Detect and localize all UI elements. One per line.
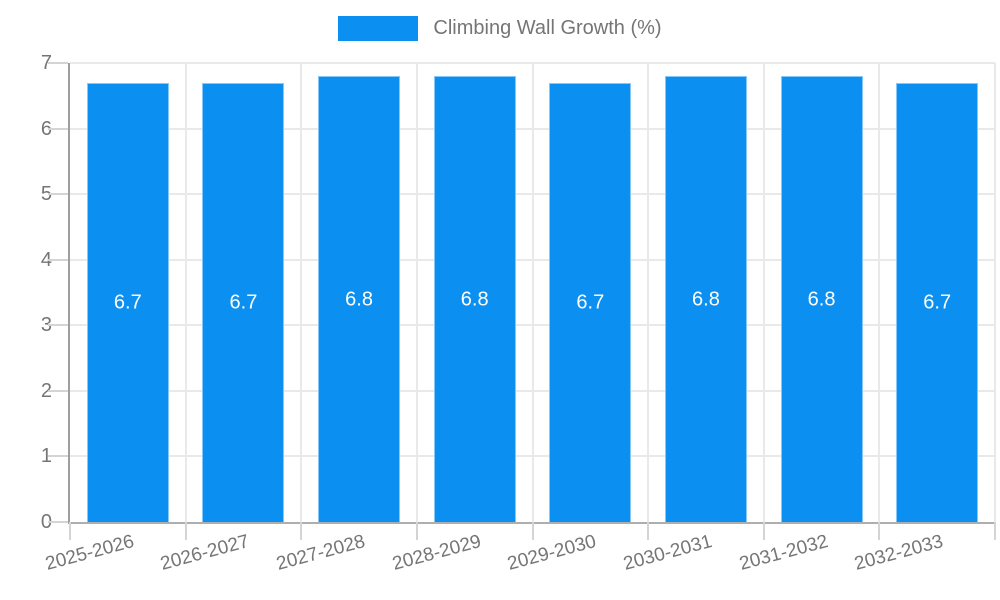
y-axis-labels: 0 1 2 3 4 5 6 7 [0, 52, 56, 533]
y-axis-label: 3 [40, 314, 52, 337]
y-axis-tick [48, 455, 68, 458]
y-axis-tick [48, 127, 68, 130]
x-axis-tick [69, 522, 71, 540]
bar-value-label: 6.8 [345, 288, 373, 311]
plot-area: 6.7 6.7 6.8 6.8 6.7 6.8 6.8 6.7 [48, 62, 996, 540]
x-axis-tick [300, 522, 303, 540]
x-axis-tick [994, 522, 996, 540]
y-axis-label: 1 [40, 445, 52, 468]
y-axis-label: 6 [40, 117, 52, 140]
bar-value-label: 6.8 [692, 288, 720, 311]
bar-value-label: 6.8 [807, 288, 836, 311]
bar-2032-2033[interactable]: 6.7 [896, 82, 979, 522]
legend-swatch [338, 16, 419, 41]
x-axis-tick [415, 522, 418, 540]
x-axis-label-2032-2033: 2032-2033 [852, 531, 946, 575]
gridline-vertical [994, 63, 996, 522]
y-axis-tick [48, 521, 68, 523]
y-axis-label: 5 [40, 183, 52, 206]
x-axis-label-2026-2027: 2026-2027 [158, 531, 252, 575]
gridline-vertical [300, 63, 303, 522]
bar-value-label: 6.7 [229, 291, 258, 314]
y-axis-tick [48, 193, 68, 196]
x-axis-label-2028-2029: 2028-2029 [389, 531, 484, 575]
bar-2030-2031[interactable]: 6.8 [664, 76, 747, 522]
x-axis-label-2030-2031: 2030-2031 [621, 531, 715, 575]
bar-value-label: 6.7 [923, 291, 952, 314]
x-axis-label-2027-2028: 2027-2028 [274, 531, 368, 575]
bar-value-label: 6.8 [460, 288, 489, 311]
x-axis-label-2029-2030: 2029-2030 [505, 531, 599, 575]
bar-value-label: 6.7 [576, 291, 605, 314]
legend[interactable]: Climbing Wall Growth (%) [0, 16, 1000, 41]
gridline-vertical [531, 63, 534, 522]
y-axis-tick [48, 62, 68, 64]
gridline-vertical [415, 63, 418, 522]
y-axis-label: 7 [40, 52, 52, 74]
y-axis-tick [48, 324, 68, 327]
bar-2025-2026[interactable]: 6.7 [86, 82, 169, 522]
y-axis-tick [48, 389, 68, 392]
bar-2031-2032[interactable]: 6.8 [780, 76, 863, 522]
gridline-vertical [878, 63, 881, 522]
legend-label: Climbing Wall Growth (%) [433, 17, 662, 39]
gridline-vertical [762, 63, 765, 522]
bar-value-label: 6.7 [113, 291, 142, 314]
x-axis-tick [762, 522, 765, 540]
y-axis-label: 0 [40, 511, 52, 533]
x-axis-tick [531, 522, 534, 540]
x-axis-label-2025-2026: 2025-2026 [43, 531, 137, 575]
y-axis-tick [48, 258, 68, 261]
bar-2026-2027[interactable]: 6.7 [202, 82, 285, 522]
y-axis-label: 2 [40, 379, 52, 402]
x-axis-labels: 2025-2026 2026-2027 2027-2028 2028-2029 2029… [43, 531, 993, 597]
gridline-vertical [184, 63, 187, 522]
bar-2029-2030[interactable]: 6.7 [549, 82, 632, 522]
gridline-vertical [647, 63, 650, 522]
bar-2027-2028[interactable]: 6.8 [318, 76, 401, 522]
x-axis-tick [647, 522, 650, 540]
bar-2028-2029[interactable]: 6.8 [433, 76, 516, 522]
x-axis-tick [184, 522, 187, 540]
y-axis-label: 4 [40, 248, 52, 271]
x-axis-tick [878, 522, 881, 540]
x-axis-label-2031-2032: 2031-2032 [736, 531, 830, 575]
